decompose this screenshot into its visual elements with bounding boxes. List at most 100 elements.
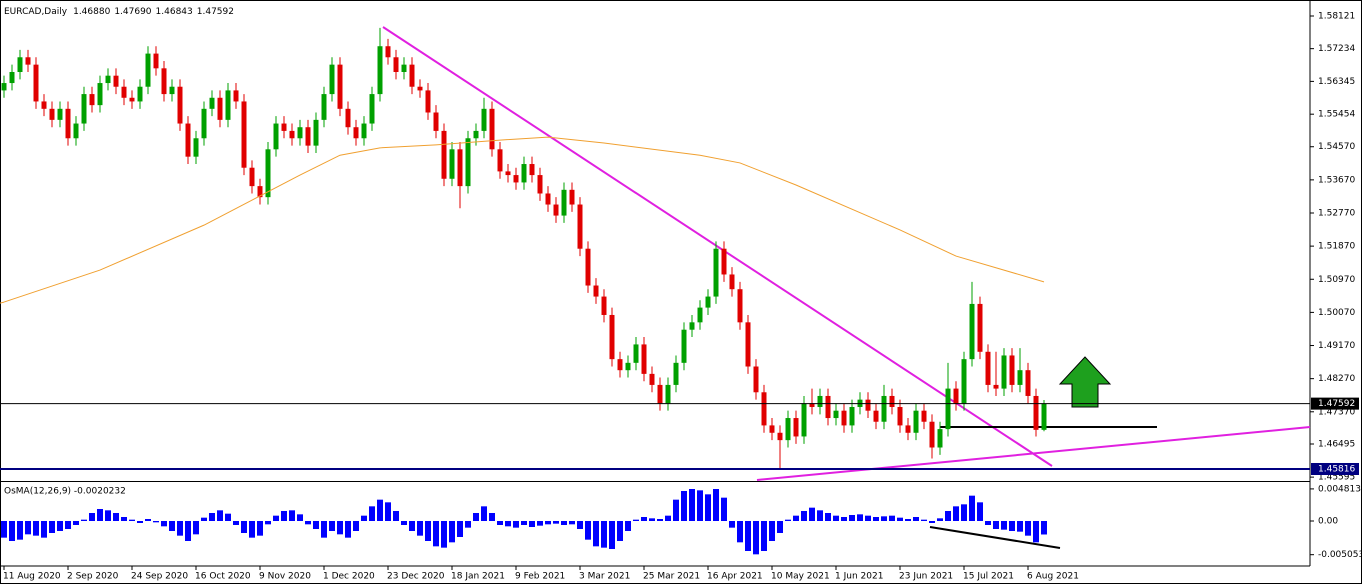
osma-bar xyxy=(561,521,567,525)
candle-body xyxy=(433,112,439,131)
candle-body xyxy=(761,392,767,426)
osma-bar xyxy=(185,521,191,541)
candle-body xyxy=(329,64,335,95)
y-tick-label: 1.48270 xyxy=(1318,374,1355,384)
x-tick-label: 24 Sep 2020 xyxy=(131,572,188,582)
osma-bar xyxy=(625,521,631,531)
candle-body xyxy=(633,344,639,363)
x-tick-label: 6 Aug 2021 xyxy=(1027,572,1079,582)
osma-bar xyxy=(433,521,439,547)
osma-bar xyxy=(393,511,399,521)
osma-bar xyxy=(841,517,847,521)
candle-body xyxy=(689,322,695,330)
candle-body xyxy=(185,123,191,157)
osma-bar xyxy=(753,521,759,555)
candle-body xyxy=(929,421,935,448)
candle-body xyxy=(1041,403,1047,430)
x-tick-label: 10 May 2021 xyxy=(771,572,830,582)
y-tick-label: 1.58121 xyxy=(1318,12,1355,22)
osma-bar xyxy=(633,519,639,521)
osma-bar xyxy=(289,510,295,521)
candle-body xyxy=(977,303,983,352)
candle-body xyxy=(641,344,647,374)
candle-body xyxy=(105,75,111,84)
osma-bar xyxy=(465,521,471,528)
x-tick-label: 25 Mar 2021 xyxy=(643,572,700,582)
candle-body xyxy=(825,395,831,419)
candle-body xyxy=(417,86,423,91)
osma-bar xyxy=(473,513,479,521)
candle-body xyxy=(465,138,471,187)
candle-body xyxy=(1017,370,1023,385)
osma-bar xyxy=(409,521,415,531)
osma-bar xyxy=(305,521,311,525)
candle-body xyxy=(865,399,871,411)
osma-bar xyxy=(929,521,935,523)
y-tick-label: 1.45595 xyxy=(1318,473,1355,483)
candle-body xyxy=(1033,395,1039,430)
osma-bar xyxy=(241,521,247,533)
candle-body xyxy=(769,425,775,433)
osma-bar xyxy=(249,521,255,538)
candle-body xyxy=(273,123,279,150)
osma-bar xyxy=(609,521,615,549)
osma-bar xyxy=(729,521,735,528)
candle-body xyxy=(209,97,215,109)
osma-bar xyxy=(673,499,679,521)
candle-body xyxy=(161,68,167,95)
osma-bar xyxy=(209,513,215,521)
osma-bar xyxy=(505,521,511,527)
candle-body xyxy=(897,407,903,426)
candle-body xyxy=(625,362,631,371)
high-label: 1.47690 xyxy=(114,7,151,17)
osma-bar xyxy=(233,521,239,525)
osma-bar xyxy=(793,515,799,521)
osma-bar xyxy=(553,521,559,524)
osma-bar xyxy=(169,521,175,531)
osma-bar xyxy=(377,499,383,521)
trend-line xyxy=(382,26,1053,467)
candle-body xyxy=(577,204,583,249)
candle-body xyxy=(937,429,943,448)
candle-body xyxy=(969,303,975,360)
osma-bar xyxy=(761,521,767,551)
y-tick-label: 1.49170 xyxy=(1318,341,1355,351)
osma-bar xyxy=(721,497,727,521)
osma-bar xyxy=(401,521,407,525)
osma-bar xyxy=(225,513,231,521)
candle-body xyxy=(545,193,551,205)
candle-body xyxy=(217,97,223,120)
candle-body xyxy=(121,86,127,98)
candle-body xyxy=(497,149,503,172)
candle-body xyxy=(705,296,711,308)
y-tick-label: -0.005053 xyxy=(1318,550,1362,560)
osma-bar xyxy=(481,506,487,521)
candle-body xyxy=(297,127,303,139)
osma-bar xyxy=(1001,521,1007,530)
candle-body xyxy=(537,175,543,194)
osma-bar xyxy=(73,521,79,525)
osma-bar xyxy=(345,521,351,538)
osma-bar xyxy=(1025,521,1031,536)
candle-body xyxy=(441,130,447,179)
candle-body xyxy=(561,189,567,216)
candle-body xyxy=(721,248,727,275)
candle-body xyxy=(369,94,375,124)
candle-body xyxy=(521,164,527,183)
candle-body xyxy=(809,403,815,408)
candle-body xyxy=(665,384,671,404)
candle-body xyxy=(233,90,239,102)
y-tick-label: 1.50970 xyxy=(1318,275,1355,285)
osma-bar xyxy=(745,521,751,551)
osma-bar xyxy=(897,517,903,521)
osma-bar xyxy=(857,514,863,521)
candle-body xyxy=(985,351,991,385)
candle-body xyxy=(321,94,327,120)
osma-bar xyxy=(905,519,911,521)
candle-body xyxy=(553,204,559,216)
low-label: 1.46843 xyxy=(156,7,193,17)
candle-body xyxy=(873,410,879,422)
candle-body xyxy=(681,329,687,363)
candle-body xyxy=(81,94,87,124)
